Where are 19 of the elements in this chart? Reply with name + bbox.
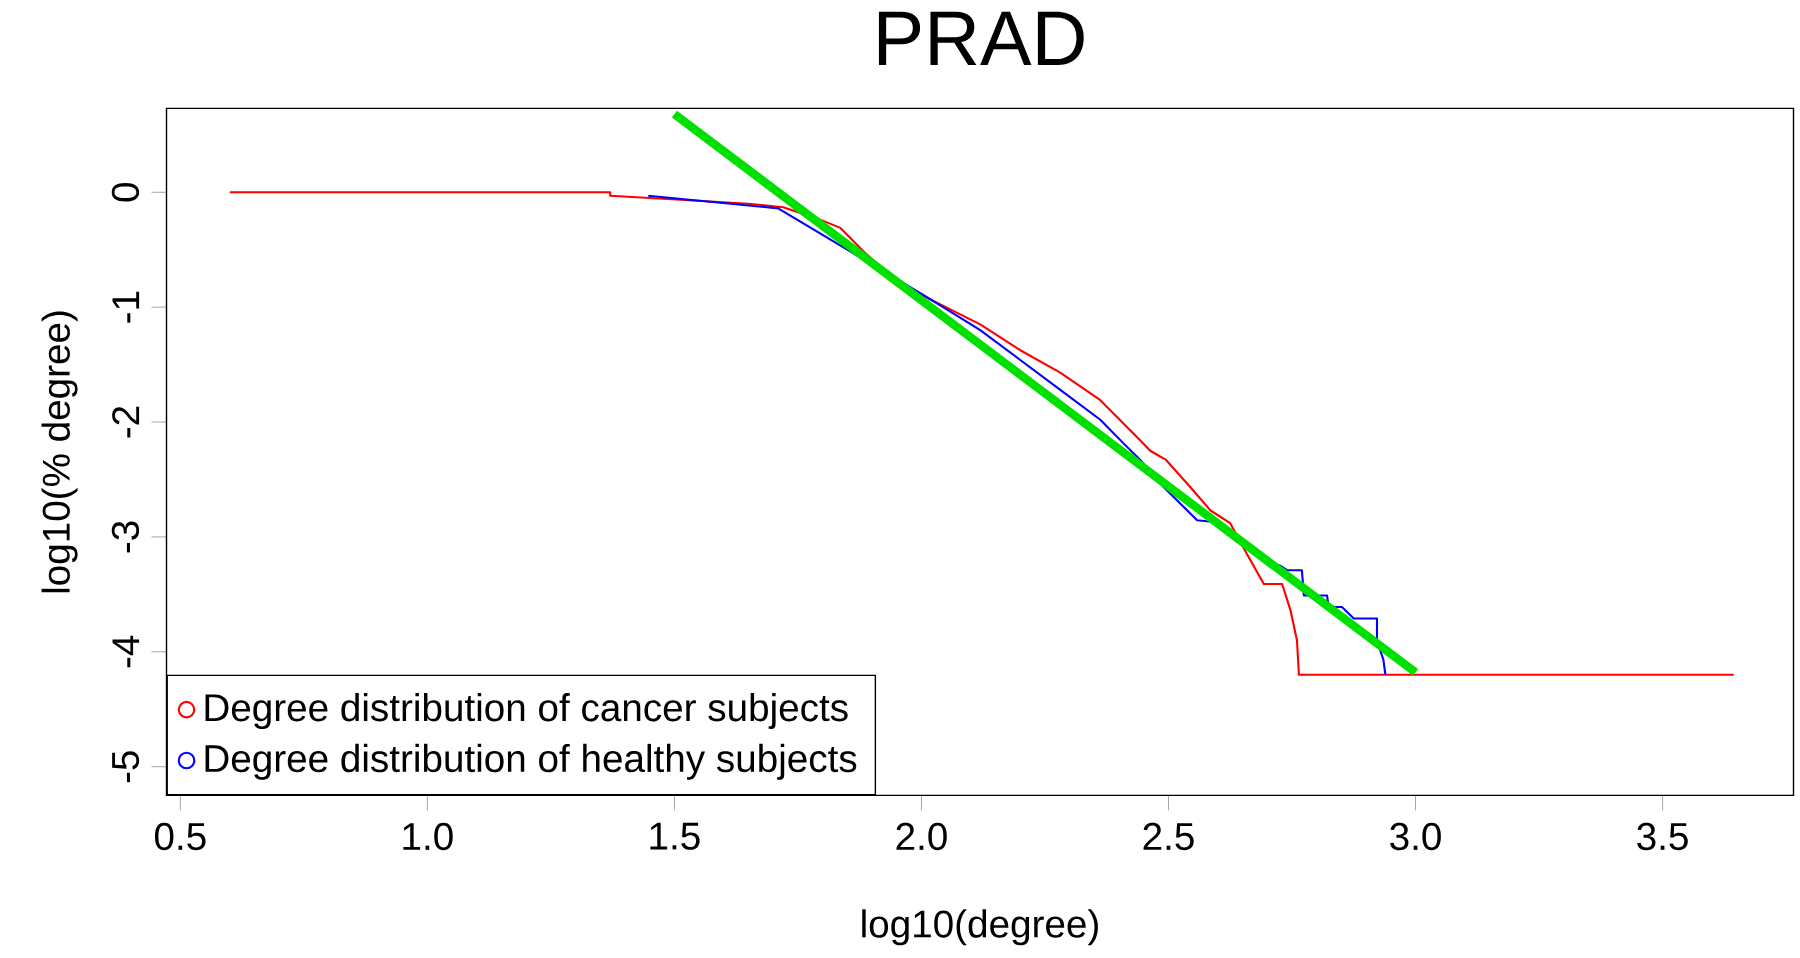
y-tick-label: -1 xyxy=(112,291,140,323)
x-tick-label: 1.5 xyxy=(650,822,700,850)
x-tick-label: 2.0 xyxy=(896,822,947,850)
y-tick-label: -3 xyxy=(111,521,140,553)
y-tick-label: -2 xyxy=(112,406,140,438)
x-tick-label: 2.5 xyxy=(1143,822,1194,850)
x-tick-label: 3.5 xyxy=(1637,822,1688,850)
line-series xyxy=(228,191,1735,676)
y-tick-label: -5 xyxy=(112,750,140,782)
x-tick-label: 0.5 xyxy=(154,822,206,850)
chart-title: PRAD xyxy=(878,11,1084,65)
y-tick-label: 0 xyxy=(111,182,140,202)
legend-label: Degree distribution of cancer subjects xyxy=(205,692,848,729)
legend-label: Degree distribution of healthy subjects xyxy=(205,743,857,780)
x-axis-title: log10(degree) xyxy=(862,909,1098,946)
y-tick-label: -4 xyxy=(112,635,140,668)
x-tick-label: 1.0 xyxy=(403,822,453,850)
x-tick-label: 3.0 xyxy=(1390,822,1441,850)
y-axis-title: log10(% degree) xyxy=(41,311,78,593)
